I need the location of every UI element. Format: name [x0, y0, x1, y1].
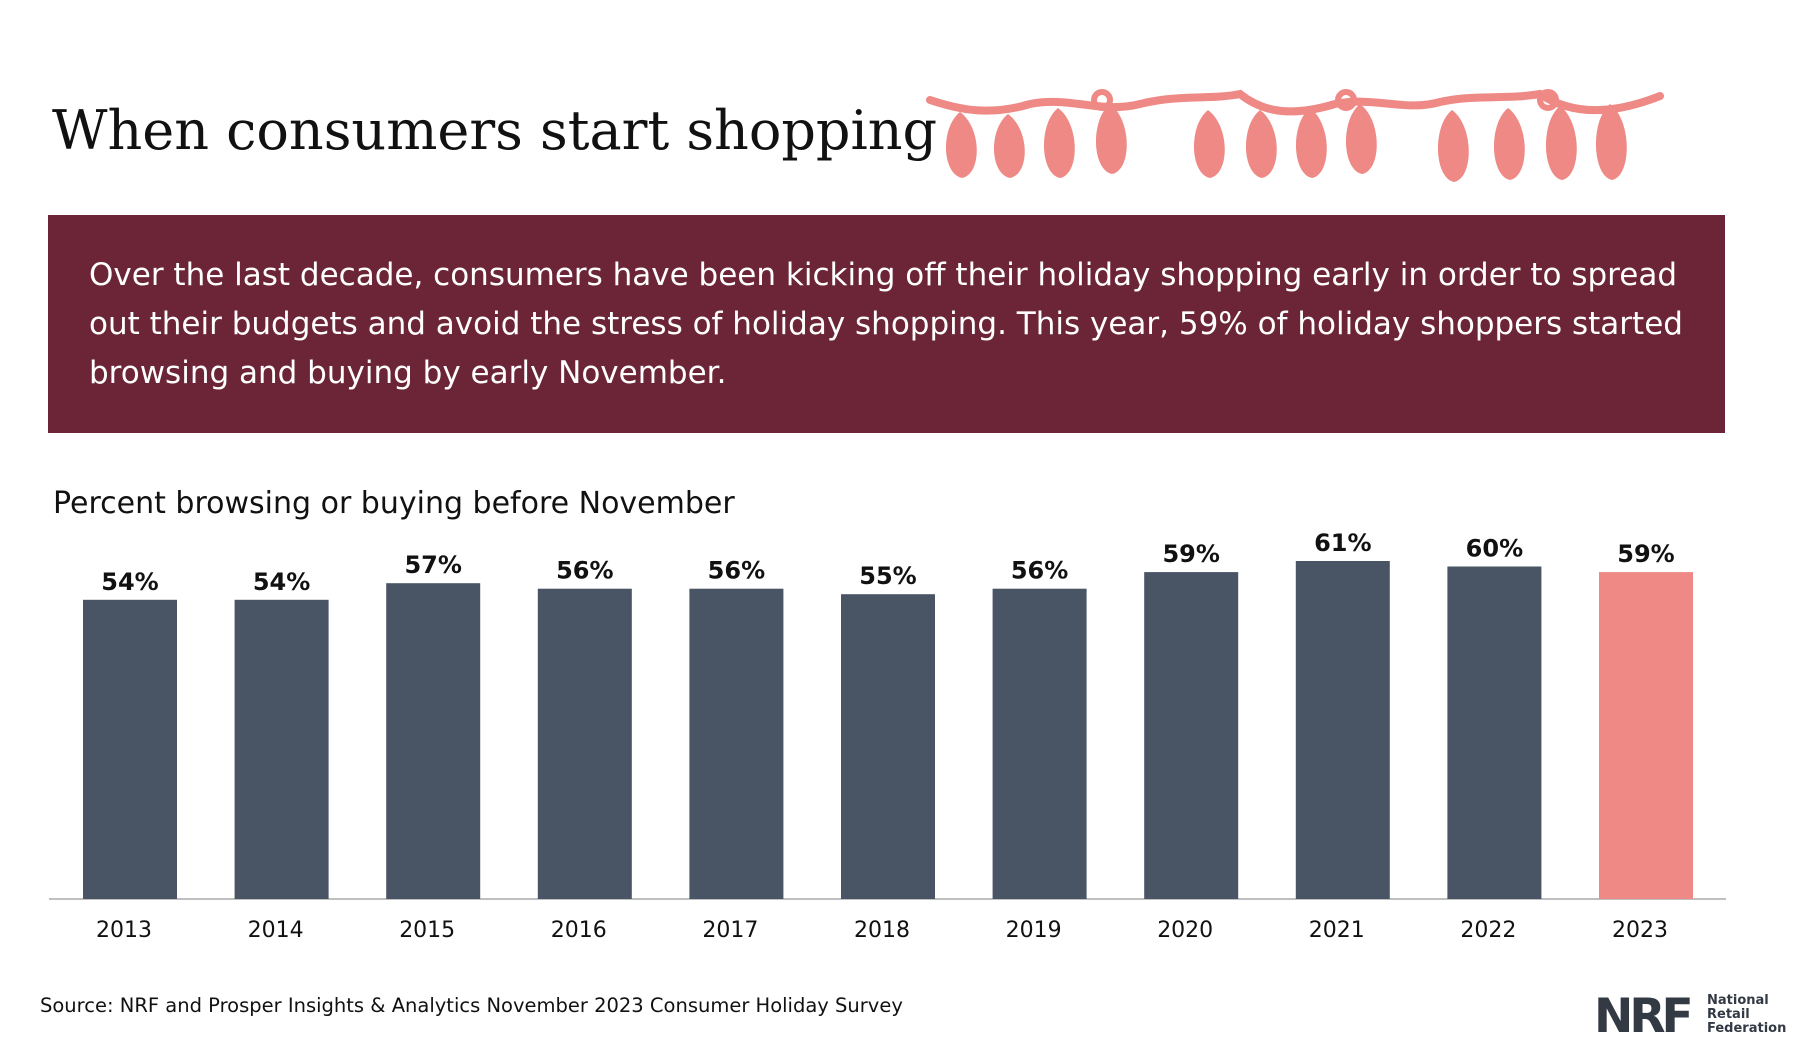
page-title: When consumers start shopping	[52, 99, 938, 162]
bar-2021	[1295, 561, 1390, 899]
logo-line-3: Federation	[1707, 1021, 1787, 1036]
logo-mark: NRF	[1594, 989, 1694, 1044]
x-tick-label-2015: 2015	[399, 918, 455, 943]
data-label-2013: 54%	[101, 568, 158, 596]
data-label-2018: 55%	[859, 562, 916, 590]
source-note: Source: NRF and Prosper Insights & Analy…	[40, 994, 903, 1017]
data-label-2014: 54%	[253, 568, 310, 596]
bar-2013	[83, 599, 177, 899]
data-label-2023: 59%	[1617, 540, 1674, 568]
bar-2019	[992, 588, 1087, 899]
intro-panel: Over the last decade, consumers have bee…	[48, 215, 1725, 433]
x-tick-label-2016: 2016	[551, 918, 607, 943]
chart-title: Percent browsing or buying before Novemb…	[53, 486, 735, 521]
x-tick-label-2021: 2021	[1309, 918, 1365, 943]
string-lights-icon	[926, 89, 1664, 182]
bar-2017	[689, 588, 784, 899]
data-label-2015: 57%	[404, 551, 461, 579]
bar-2023	[1599, 572, 1693, 899]
logo-line-1: National	[1707, 993, 1769, 1008]
x-tick-label-2022: 2022	[1460, 918, 1516, 943]
nrf-logo: NRF National Retail Federation	[1594, 993, 1794, 1041]
bar-2020	[1144, 572, 1239, 899]
data-label-2020: 59%	[1162, 540, 1219, 568]
x-tick-label-2023: 2023	[1612, 918, 1668, 943]
bar-2014	[234, 599, 329, 899]
logo-name: National Retail Federation	[1707, 994, 1797, 1036]
data-label-2021: 61%	[1314, 529, 1371, 557]
data-label-2017: 56%	[708, 557, 765, 585]
x-tick-label-2013: 2013	[96, 918, 152, 943]
bar-2022	[1447, 566, 1542, 899]
data-label-2019: 56%	[1011, 557, 1068, 585]
x-tick-label-2020: 2020	[1157, 918, 1213, 943]
data-label-2022: 60%	[1466, 535, 1523, 563]
bar-2016	[537, 588, 632, 899]
logo-line-2: Retail	[1707, 1007, 1750, 1022]
x-tick-label-2019: 2019	[1006, 918, 1062, 943]
x-tick-label-2014: 2014	[248, 918, 304, 943]
x-tick-label-2018: 2018	[854, 918, 910, 943]
x-tick-label-2017: 2017	[702, 918, 758, 943]
bar-2018	[841, 594, 935, 899]
intro-text: Over the last decade, consumers have bee…	[89, 257, 1683, 391]
bar-2015	[386, 583, 481, 899]
data-label-2016: 56%	[556, 557, 613, 585]
